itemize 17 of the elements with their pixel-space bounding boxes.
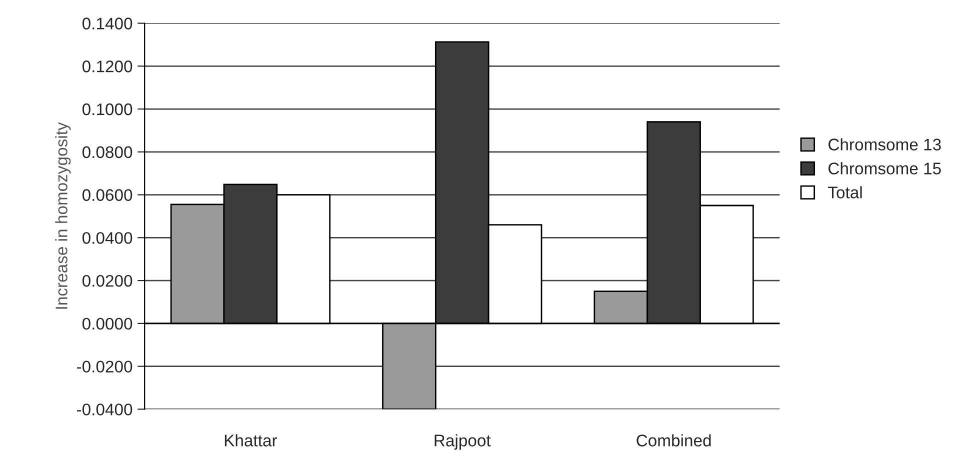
y-tick-label: 0.0800 bbox=[82, 146, 132, 158]
y-tick-label: 0.1000 bbox=[82, 103, 132, 116]
x-tick-label: Combined bbox=[636, 434, 711, 446]
y-tick-label: 0.0400 bbox=[82, 232, 132, 244]
legend-label: Total bbox=[828, 186, 862, 198]
legend-label: Chromsome 15 bbox=[828, 162, 941, 174]
y-tick-label: 0.0600 bbox=[82, 189, 132, 201]
legend-label: Chromsome 13 bbox=[828, 138, 941, 150]
x-tick-label: Khattar bbox=[224, 434, 278, 446]
y-tick-label: 0.0200 bbox=[82, 274, 132, 287]
y-axis-title: Increase in homozygosity bbox=[55, 122, 71, 309]
y-tick-label: -0.0400 bbox=[77, 404, 132, 416]
y-tick-label: -0.0200 bbox=[77, 360, 132, 373]
y-tick-label: 0.0000 bbox=[82, 318, 132, 330]
y-tick-label: 0.1400 bbox=[82, 18, 132, 30]
x-tick-label: Rajpoot bbox=[434, 434, 491, 450]
y-tick-label: 0.1200 bbox=[82, 60, 132, 72]
